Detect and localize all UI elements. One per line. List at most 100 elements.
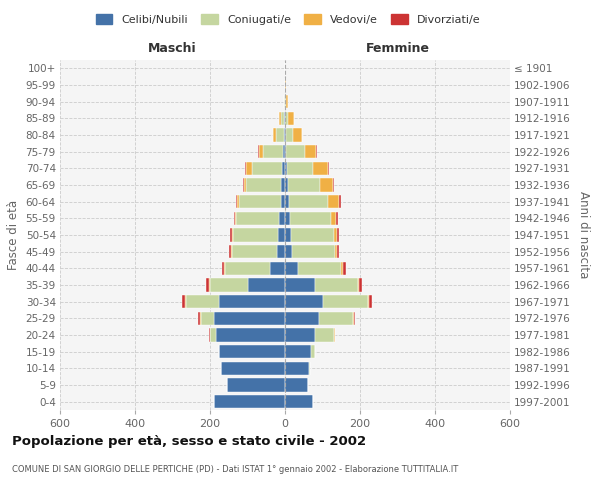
Bar [335, 245, 337, 258]
Text: Popolazione per età, sesso e stato civile - 2002: Popolazione per età, sesso e stato civil… [12, 435, 366, 448]
Bar [298, 262, 341, 275]
Bar [232, 228, 233, 241]
Bar [285, 162, 287, 175]
Bar [286, 112, 289, 125]
Bar [285, 195, 289, 208]
Bar [282, 162, 285, 175]
Text: Maschi: Maschi [148, 42, 197, 55]
Bar [285, 245, 292, 258]
Bar [182, 295, 185, 308]
Bar [353, 312, 355, 325]
Bar [274, 128, 277, 141]
Text: Femmine: Femmine [365, 42, 430, 55]
Bar [283, 145, 285, 158]
Bar [286, 128, 293, 141]
Bar [311, 345, 315, 358]
Bar [222, 262, 224, 275]
Bar [285, 228, 290, 241]
Bar [341, 262, 343, 275]
Bar [239, 195, 281, 208]
Bar [245, 162, 247, 175]
Bar [358, 278, 359, 291]
Bar [248, 278, 285, 291]
Bar [285, 262, 298, 275]
Bar [343, 262, 346, 275]
Bar [285, 312, 319, 325]
Bar [285, 178, 288, 192]
Bar [280, 112, 281, 125]
Bar [238, 195, 239, 208]
Bar [278, 228, 285, 241]
Bar [328, 195, 340, 208]
Bar [224, 262, 225, 275]
Bar [319, 312, 353, 325]
Bar [234, 212, 235, 225]
Bar [313, 162, 328, 175]
Bar [287, 162, 313, 175]
Bar [236, 212, 280, 225]
Bar [315, 278, 358, 291]
Bar [315, 328, 334, 342]
Bar [277, 128, 284, 141]
Bar [230, 245, 232, 258]
Bar [232, 245, 277, 258]
Bar [199, 312, 200, 325]
Bar [229, 245, 230, 258]
Bar [206, 278, 209, 291]
Bar [281, 195, 285, 208]
Bar [340, 195, 341, 208]
Bar [235, 212, 236, 225]
Bar [252, 162, 282, 175]
Bar [305, 145, 316, 158]
Bar [285, 78, 286, 92]
Bar [233, 228, 278, 241]
Bar [185, 295, 220, 308]
Bar [220, 295, 285, 308]
Bar [284, 128, 285, 141]
Bar [285, 345, 311, 358]
Bar [323, 295, 367, 308]
Bar [285, 95, 286, 108]
Bar [285, 278, 315, 291]
Legend: Celibi/Nubili, Coniugati/e, Vedovi/e, Divorziati/e: Celibi/Nubili, Coniugati/e, Vedovi/e, Di… [92, 10, 484, 28]
Bar [277, 245, 285, 258]
Bar [258, 145, 259, 158]
Y-axis label: Fasce di età: Fasce di età [7, 200, 20, 270]
Bar [289, 195, 328, 208]
Bar [286, 95, 287, 108]
Bar [245, 178, 281, 192]
Bar [285, 212, 290, 225]
Y-axis label: Anni di nascita: Anni di nascita [577, 192, 590, 278]
Bar [244, 178, 245, 192]
Bar [227, 378, 285, 392]
Bar [285, 128, 286, 141]
Bar [281, 112, 284, 125]
Bar [293, 128, 302, 141]
Bar [328, 162, 329, 175]
Bar [247, 162, 252, 175]
Bar [284, 95, 285, 108]
Bar [225, 262, 270, 275]
Bar [290, 228, 334, 241]
Bar [280, 212, 285, 225]
Bar [210, 328, 215, 342]
Bar [331, 212, 337, 225]
Bar [337, 245, 338, 258]
Bar [243, 178, 244, 192]
Bar [285, 362, 310, 375]
Bar [285, 295, 323, 308]
Bar [320, 178, 333, 192]
Bar [337, 228, 338, 241]
Bar [200, 312, 214, 325]
Bar [367, 295, 368, 308]
Bar [210, 278, 248, 291]
Bar [281, 178, 285, 192]
Bar [263, 145, 283, 158]
Bar [334, 328, 335, 342]
Bar [316, 145, 317, 158]
Bar [218, 345, 220, 358]
Bar [214, 312, 285, 325]
Bar [230, 228, 232, 241]
Bar [215, 328, 285, 342]
Bar [214, 395, 285, 408]
